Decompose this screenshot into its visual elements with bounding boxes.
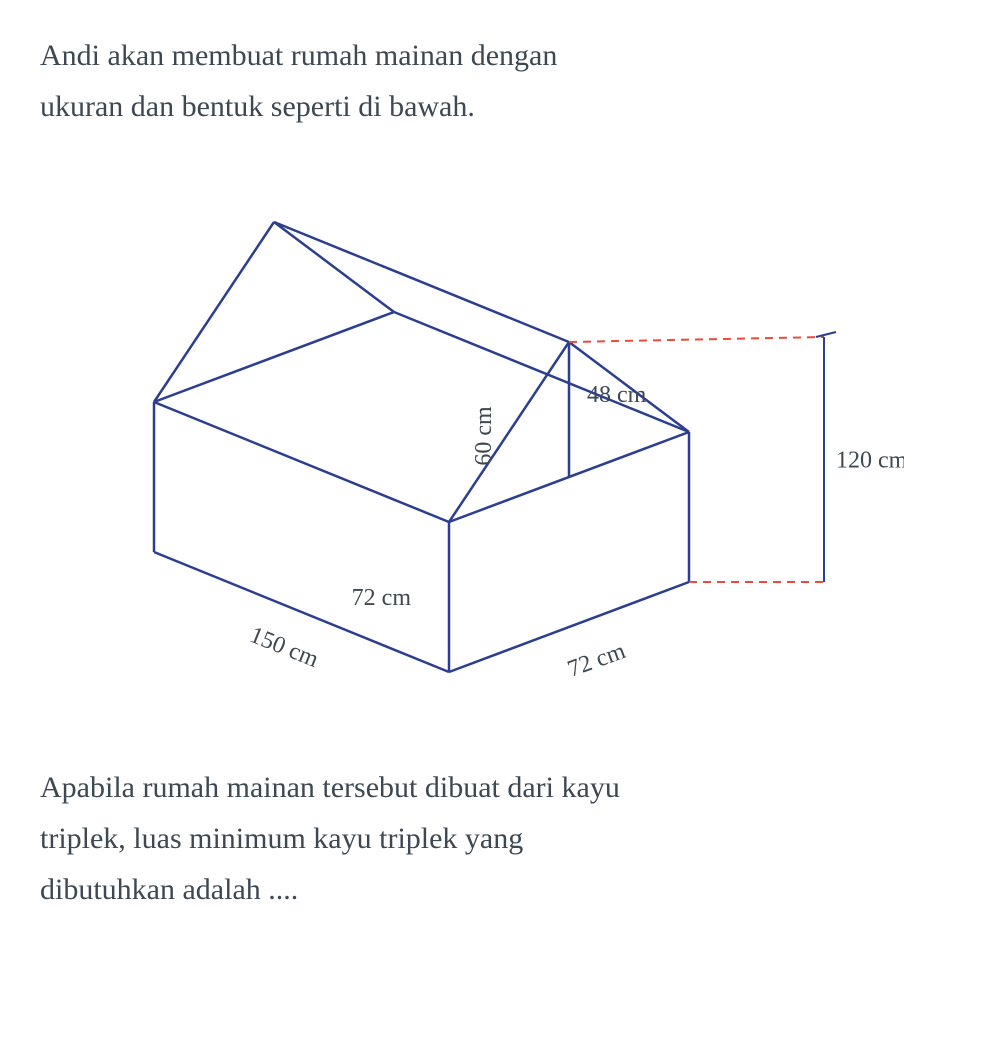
svg-text:72 cm: 72 cm — [351, 585, 411, 611]
house-svg: 150 cm 72 cm 72 cm 60 cm 48 cm 120 cm — [84, 162, 904, 722]
svg-text:120 cm: 120 cm — [836, 448, 904, 474]
svg-text:60 cm: 60 cm — [471, 406, 497, 466]
footer-line-1: Apabila rumah mainan tersebut dibuat dar… — [40, 762, 947, 813]
diagram-container: 150 cm 72 cm 72 cm 60 cm 48 cm 120 cm — [40, 162, 947, 722]
footer-line-2: triplek, luas minimum kayu triplek yang — [40, 813, 947, 864]
intro-line-1: Andi akan membuat rumah mainan dengan — [40, 30, 947, 81]
house-diagram: 150 cm 72 cm 72 cm 60 cm 48 cm 120 cm — [84, 162, 904, 722]
question-footer: Apabila rumah mainan tersebut dibuat dar… — [40, 762, 947, 915]
question-intro: Andi akan membuat rumah mainan dengan uk… — [40, 30, 947, 132]
svg-text:72 cm: 72 cm — [564, 638, 629, 683]
intro-line-2: ukuran dan bentuk seperti di bawah. — [40, 81, 947, 132]
footer-line-3: dibutuhkan adalah .... — [40, 864, 947, 915]
svg-text:150 cm: 150 cm — [246, 622, 322, 673]
svg-text:48 cm: 48 cm — [587, 382, 647, 408]
